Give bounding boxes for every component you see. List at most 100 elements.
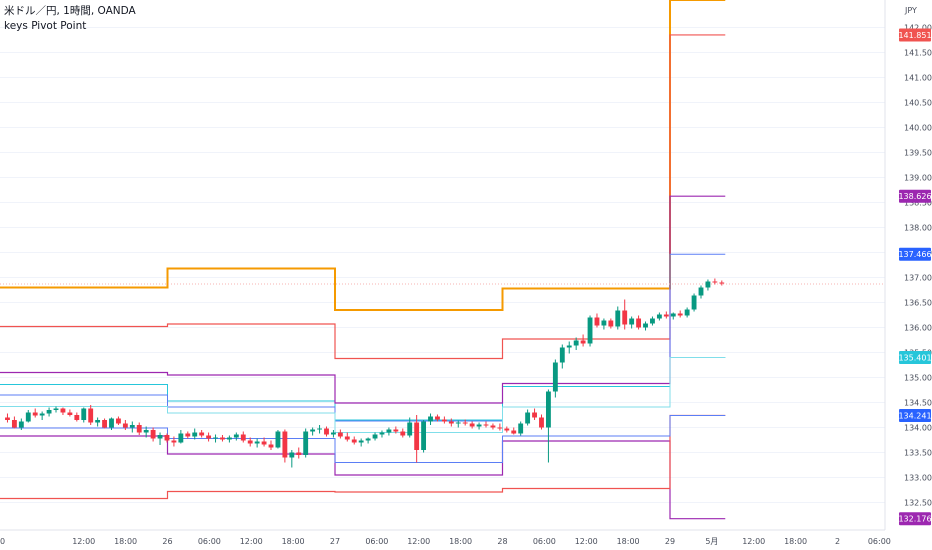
candle-body <box>310 429 316 432</box>
candle-body <box>483 424 489 426</box>
candle-body <box>615 310 621 327</box>
price-badge <box>899 350 931 364</box>
candle-body <box>247 440 253 444</box>
candle-body <box>712 281 718 283</box>
y-tick-label: 141.500 <box>904 49 932 58</box>
candle-body <box>476 424 482 427</box>
x-tick-label: 18:00 <box>282 537 305 546</box>
price-badge-label: 132.176 <box>898 515 931 524</box>
y-tick-label: 133.000 <box>904 474 932 483</box>
x-tick-label: 5月 <box>705 537 718 546</box>
candle-body <box>643 323 648 328</box>
x-tick-label: 12:00 <box>72 537 95 546</box>
candle-body <box>109 418 114 428</box>
x-tick-label: 06:00 <box>365 537 388 546</box>
candle-body <box>719 282 725 284</box>
candle-body <box>129 425 135 428</box>
candle-body <box>421 421 427 450</box>
candle-body <box>122 423 128 428</box>
candle-body <box>95 420 101 423</box>
candle-body <box>448 421 454 424</box>
candle-body <box>386 429 392 433</box>
candle-body <box>282 431 288 458</box>
candle-body <box>116 418 121 424</box>
price-badge <box>899 28 931 42</box>
y-tick-label: 141.000 <box>904 74 932 83</box>
pivot-line-s1 <box>0 356 726 421</box>
candle-body <box>178 433 184 443</box>
candle-body <box>324 428 329 435</box>
x-tick-label: 06:00 <box>868 537 891 546</box>
y-tick-label: 136.500 <box>904 299 932 308</box>
candle-body <box>143 430 149 433</box>
candle-body <box>18 421 24 428</box>
x-tick-label: 12:00 <box>407 537 430 546</box>
x-tick-label: 12:00 <box>240 537 263 546</box>
indicator-label[interactable]: keys Pivot Point <box>4 20 87 32</box>
candle-body <box>407 422 413 436</box>
candle-body <box>462 422 468 424</box>
candle-body <box>684 309 690 316</box>
candle-body <box>317 428 322 430</box>
pivot-line-s3 <box>0 414 726 500</box>
price-badge <box>899 189 931 203</box>
y-tick-label: 134.000 <box>904 424 932 433</box>
price-badge <box>899 408 931 422</box>
candle-body <box>351 439 357 443</box>
x-tick-label: 12:00 <box>742 537 765 546</box>
y-tick-label: 138.500 <box>904 199 932 208</box>
candle-body <box>601 320 607 326</box>
candle-body <box>261 441 267 445</box>
x-tick-label: 18:00 <box>617 537 640 546</box>
price-badge-label: 138.626 <box>898 192 931 201</box>
candle-body <box>296 452 302 455</box>
candle-body <box>344 436 350 440</box>
pivot-line-level-s <box>0 414 726 463</box>
candle-body <box>497 427 503 429</box>
candle-body <box>226 437 232 440</box>
candle-body <box>289 452 295 458</box>
y-tick-label: 132.500 <box>904 499 932 508</box>
candle-body <box>552 362 558 392</box>
candle-body <box>650 318 655 324</box>
candle-body <box>469 423 475 427</box>
candle-body <box>545 391 551 428</box>
x-tick-label: 18:00 <box>114 537 137 546</box>
candle-body <box>594 317 600 326</box>
x-tick-label: 27 <box>330 537 340 546</box>
candle-body <box>587 317 593 344</box>
y-tick-label: 140.000 <box>904 124 932 133</box>
candle-body <box>435 416 440 420</box>
candle-body <box>636 318 642 328</box>
pivot-line-r3 <box>0 253 726 422</box>
candle-body <box>199 432 205 436</box>
candle-body <box>150 430 156 439</box>
price-badge-label: 134.241 <box>898 411 931 420</box>
price-badge <box>899 512 931 526</box>
x-tick-label: 06:00 <box>198 537 221 546</box>
candle-body <box>220 437 225 440</box>
candle-body <box>337 432 343 437</box>
candle-body <box>358 440 364 443</box>
candle-body <box>60 408 66 413</box>
candle-body <box>372 434 378 439</box>
x-tick-label: 18:00 <box>449 537 472 546</box>
y-tick-label: 133.500 <box>904 449 932 458</box>
price-badge <box>899 247 931 261</box>
x-tick-label: 12:00 <box>575 537 598 546</box>
price-badge-label: 135.401 <box>898 353 931 362</box>
x-tick-label: 2 <box>835 537 840 546</box>
candle-body <box>622 310 628 325</box>
x-tick-label: 18:00 <box>784 537 807 546</box>
pivot-line-r1 <box>0 34 726 360</box>
candle-body <box>656 314 662 319</box>
y-tick-label: 134.500 <box>904 399 932 408</box>
y-tick-label: 136.000 <box>904 324 932 333</box>
symbol-title[interactable]: 米ドル／円, 1時間, OANDA <box>4 5 136 17</box>
candle-body <box>670 313 676 317</box>
candle-body <box>532 412 537 418</box>
candle-body <box>254 441 260 444</box>
y-tick-label: 139.000 <box>904 174 932 183</box>
